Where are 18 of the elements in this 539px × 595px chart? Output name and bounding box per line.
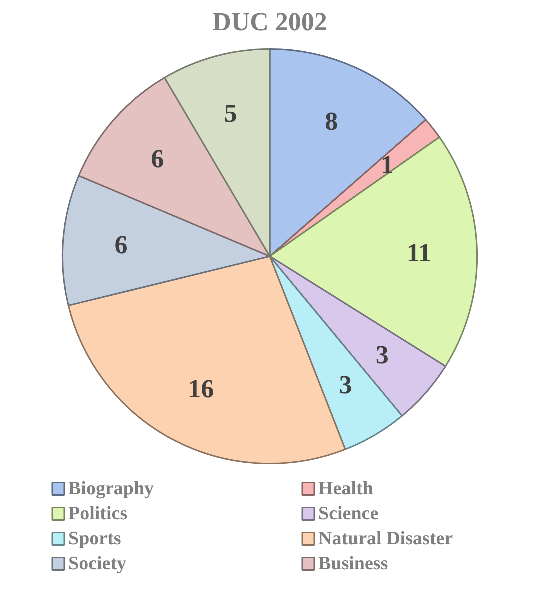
data-label: 5 [224,98,238,128]
legend-label: Society [68,554,128,574]
data-label: 6 [114,230,128,260]
legend-label: Sports [68,528,122,550]
data-label: 1 [380,150,394,180]
data-label: 8 [325,106,338,136]
legend-label: Biography [68,478,155,500]
data-label: 3 [339,370,352,400]
legend-label: Natural Disaster [318,528,454,550]
data-label: 6 [151,144,164,174]
data-label: 3 [376,340,389,370]
legend-label: Health [318,478,374,500]
data-label: 16 [188,374,214,404]
legend-label: Business [318,554,388,574]
legend-label: Science [318,504,379,524]
legend-label: Politics [68,504,128,524]
data-label: 11 [406,238,432,268]
chart-title: DUC 2002 [212,8,328,36]
